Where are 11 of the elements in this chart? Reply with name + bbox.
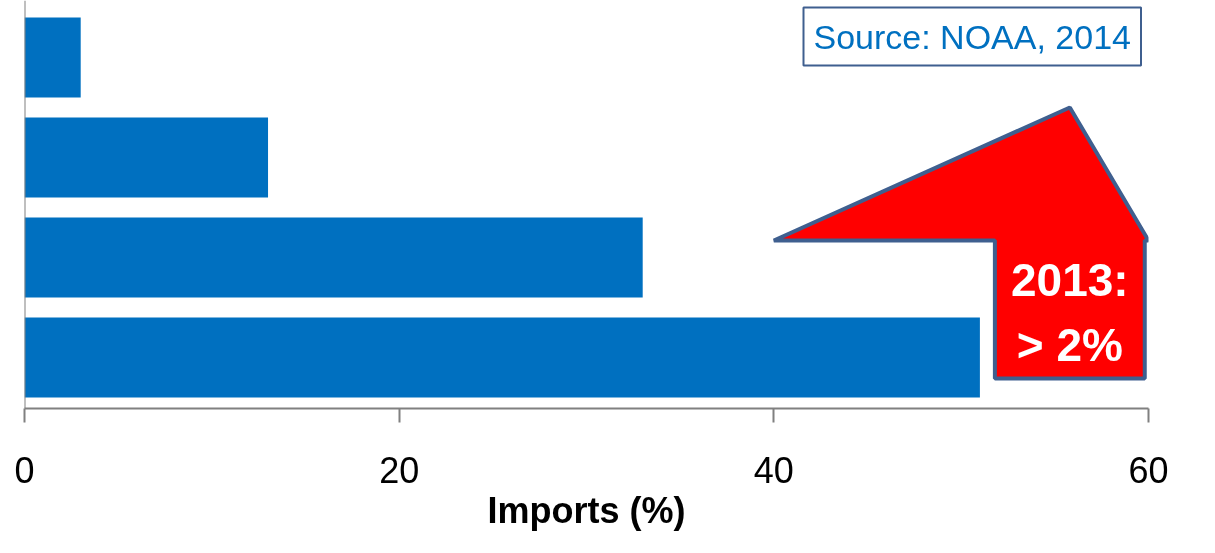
bar [24,117,269,198]
annotation: Source: NOAA, 2014 [813,17,1132,56]
x-tick-label: 40 [753,449,794,491]
x-tick-label: 60 [1128,449,1169,491]
x-axis-title: Imports (%) [487,489,686,531]
x-tick-label: 0 [14,449,35,491]
bar [24,17,81,98]
bar [24,217,643,298]
bar [24,317,980,398]
annotation: 2013: > 2% [1010,254,1129,371]
x-tick-label: 20 [379,449,420,491]
